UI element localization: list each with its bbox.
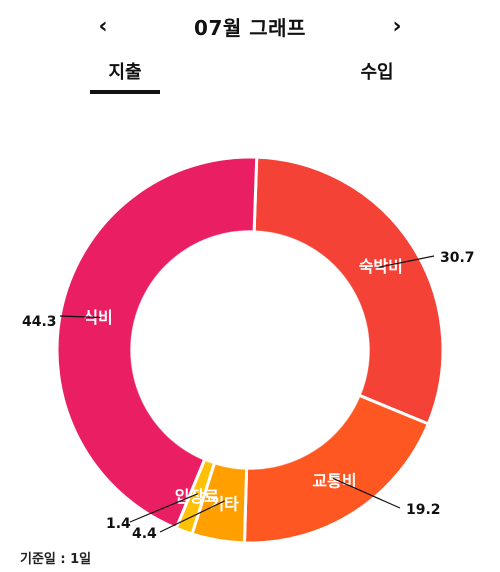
tab-bar: 지출 수입 [0, 52, 500, 98]
callout-line-1 [332, 477, 401, 509]
chevron-left-icon[interactable]: ‹ [98, 13, 108, 39]
donut-slice-1[interactable] [242, 393, 431, 545]
slice-label-2: 기타 [209, 494, 239, 513]
donut-slice-4[interactable] [55, 155, 259, 531]
active-tab-indicator [90, 90, 160, 94]
donut-slice-0[interactable] [252, 155, 445, 426]
value-label-0: 30.7 [440, 250, 475, 266]
tab-income[interactable]: 수입 [360, 62, 394, 83]
callout-line-4 [59, 315, 101, 319]
callout-line-2 [159, 500, 225, 533]
tab-expense[interactable]: 지출 [108, 62, 142, 83]
chevron-right-icon[interactable]: › [392, 13, 402, 39]
value-label-2: 4.4 [132, 526, 157, 542]
value-label-3: 1.4 [106, 516, 131, 532]
header: ‹ 07월 그래프 › [0, 0, 500, 52]
page-title: 07월 그래프 [194, 16, 306, 40]
callout-line-3 [129, 493, 198, 523]
slice-label-1: 교통비 [312, 472, 356, 491]
footnote: 기준일 : 1일 [20, 552, 92, 567]
value-label-1: 19.2 [406, 502, 441, 518]
callout-line-0 [378, 255, 435, 268]
slice-label-3: 입장료 [175, 487, 219, 506]
donut-hole [142, 242, 358, 458]
value-label-4: 44.3 [22, 314, 57, 330]
